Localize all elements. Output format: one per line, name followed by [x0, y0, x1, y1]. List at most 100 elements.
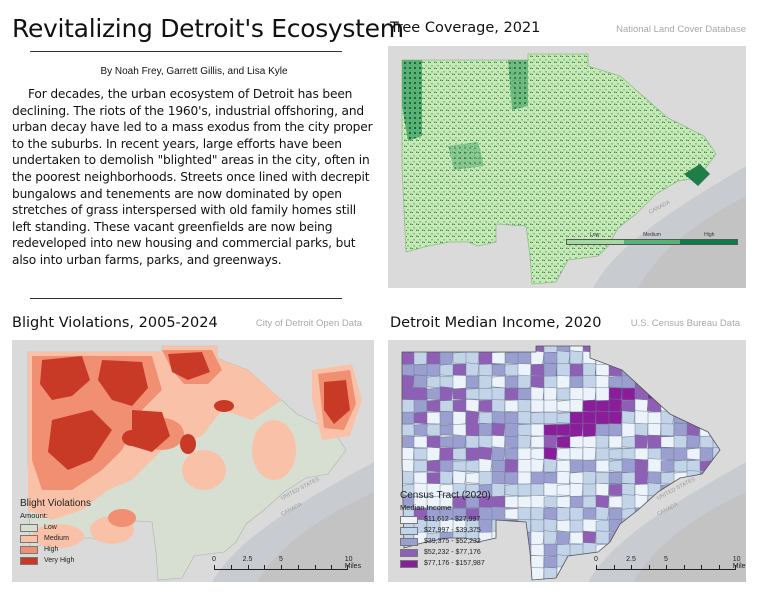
- census-tract: [478, 423, 493, 437]
- census-tract: [517, 423, 533, 437]
- income-scale-tick: [683, 565, 685, 570]
- census-tract: [478, 411, 494, 425]
- census-tract: [517, 483, 532, 497]
- census-tract: [543, 375, 558, 389]
- tree-legend-label: Medium: [643, 232, 661, 238]
- census-tract: [556, 435, 571, 449]
- census-tract: [569, 375, 584, 389]
- census-tract: [582, 411, 597, 425]
- census-tract: [530, 506, 545, 522]
- census-tract: [556, 423, 572, 437]
- census-tract: [452, 363, 467, 377]
- income-legend-item: $52,232 - $77,176: [400, 547, 491, 558]
- census-tract: [504, 399, 520, 413]
- census-tract: [426, 411, 441, 425]
- income-legend-swatch: [400, 537, 418, 546]
- census-tract: [608, 435, 623, 449]
- census-tract: [491, 482, 506, 498]
- census-tract: [491, 363, 507, 377]
- census-tract: [569, 435, 585, 449]
- blight-scale-tick: [264, 565, 266, 570]
- article-byline: By Noah Frey, Garrett Gillis, and Lisa K…: [100, 66, 288, 77]
- tree-coverage-map: CANADA Low Medium High: [388, 46, 746, 288]
- census-tract: [556, 530, 571, 546]
- census-tract: [634, 459, 649, 473]
- income-scale-label: 10 Miles: [732, 556, 746, 570]
- income-legend-swatch: [400, 559, 418, 568]
- census-tract: [569, 422, 584, 438]
- article-title: Revitalizing Detroit's Ecosystem: [12, 14, 404, 43]
- blight-legend-swatch: [20, 534, 38, 543]
- census-tract: [569, 482, 584, 498]
- census-tract: [426, 459, 442, 473]
- census-tract: [426, 423, 442, 437]
- census-tract: [621, 471, 637, 485]
- census-tract: [556, 387, 571, 401]
- income-legend-label: $11,612 - $27,997: [424, 516, 481, 523]
- census-tract: [413, 435, 428, 449]
- blight-scale-tick: [214, 565, 215, 570]
- census-tract: [517, 411, 532, 425]
- census-tract: [413, 423, 429, 437]
- census-tract: [673, 435, 688, 449]
- census-tract: [426, 363, 441, 377]
- census-tract: [543, 530, 558, 546]
- census-tract: [439, 375, 455, 389]
- census-tract: [413, 374, 428, 390]
- census-tract: [556, 399, 572, 413]
- census-tract: [491, 387, 506, 401]
- income-legend-swatch: [400, 526, 418, 535]
- census-tract: [504, 435, 520, 449]
- census-tract: [530, 519, 545, 533]
- income-map-source: U.S. Census Bureau Data: [630, 318, 740, 329]
- income-scale-tick: [648, 565, 650, 570]
- census-tract: [569, 531, 584, 545]
- census-tract: [582, 495, 597, 509]
- tree-legend: Low Medium High: [566, 232, 738, 252]
- income-legend-label: $77,176 - $157,987: [424, 560, 485, 567]
- census-tract: [556, 459, 571, 473]
- blight-legend-swatch: [20, 556, 38, 565]
- census-tract: [491, 399, 506, 413]
- census-tract: [478, 375, 493, 389]
- census-tract: [530, 423, 545, 437]
- blight-violations-map: UNITED STATES CANADA Blight Violations A…: [12, 340, 374, 582]
- income-legend-item: $39,375 - $52,232: [400, 536, 491, 547]
- income-legend-label: $52,232 - $77,176: [424, 549, 481, 556]
- census-tract: [530, 411, 546, 425]
- census-tract: [530, 386, 545, 402]
- census-tract: [530, 530, 545, 546]
- census-tract: [478, 399, 493, 413]
- blight-legend-swatch: [20, 545, 38, 554]
- income-scale-tick: [596, 565, 597, 570]
- blight-scale-tick: [331, 565, 333, 570]
- census-tract: [491, 375, 507, 389]
- census-tract: [569, 471, 585, 485]
- census-tract: [556, 519, 571, 533]
- census-tract: [402, 374, 415, 390]
- tree-legend-label: High: [704, 232, 715, 238]
- census-tract: [452, 434, 467, 450]
- census-tract: [426, 435, 441, 449]
- census-tract: [569, 411, 584, 425]
- blight-legend-label: Very High: [44, 557, 75, 564]
- census-tract: [686, 434, 701, 450]
- income-legend-item: $27,997 - $39,375: [400, 525, 491, 536]
- census-tract: [556, 350, 571, 366]
- census-tract: [426, 351, 441, 365]
- census-tract: [647, 471, 662, 485]
- census-tract: [608, 411, 623, 425]
- blight-legend-item: Medium: [20, 533, 91, 544]
- blight-scale-label: 10 Miles: [344, 556, 362, 570]
- census-tract: [634, 483, 649, 497]
- blight-scale-tick: [314, 565, 316, 570]
- census-tract: [517, 399, 532, 413]
- census-tract: [621, 435, 637, 449]
- article-body: For decades, the urban ecosystem of Detr…: [12, 87, 373, 267]
- title-divider: [30, 51, 342, 52]
- blight-legend-item: Very High: [20, 555, 91, 566]
- census-tract: [465, 375, 480, 389]
- census-tract: [673, 459, 689, 473]
- census-tract: [530, 543, 545, 557]
- blight-legend: Blight Violations Amount: Low Medium High V…: [20, 498, 91, 566]
